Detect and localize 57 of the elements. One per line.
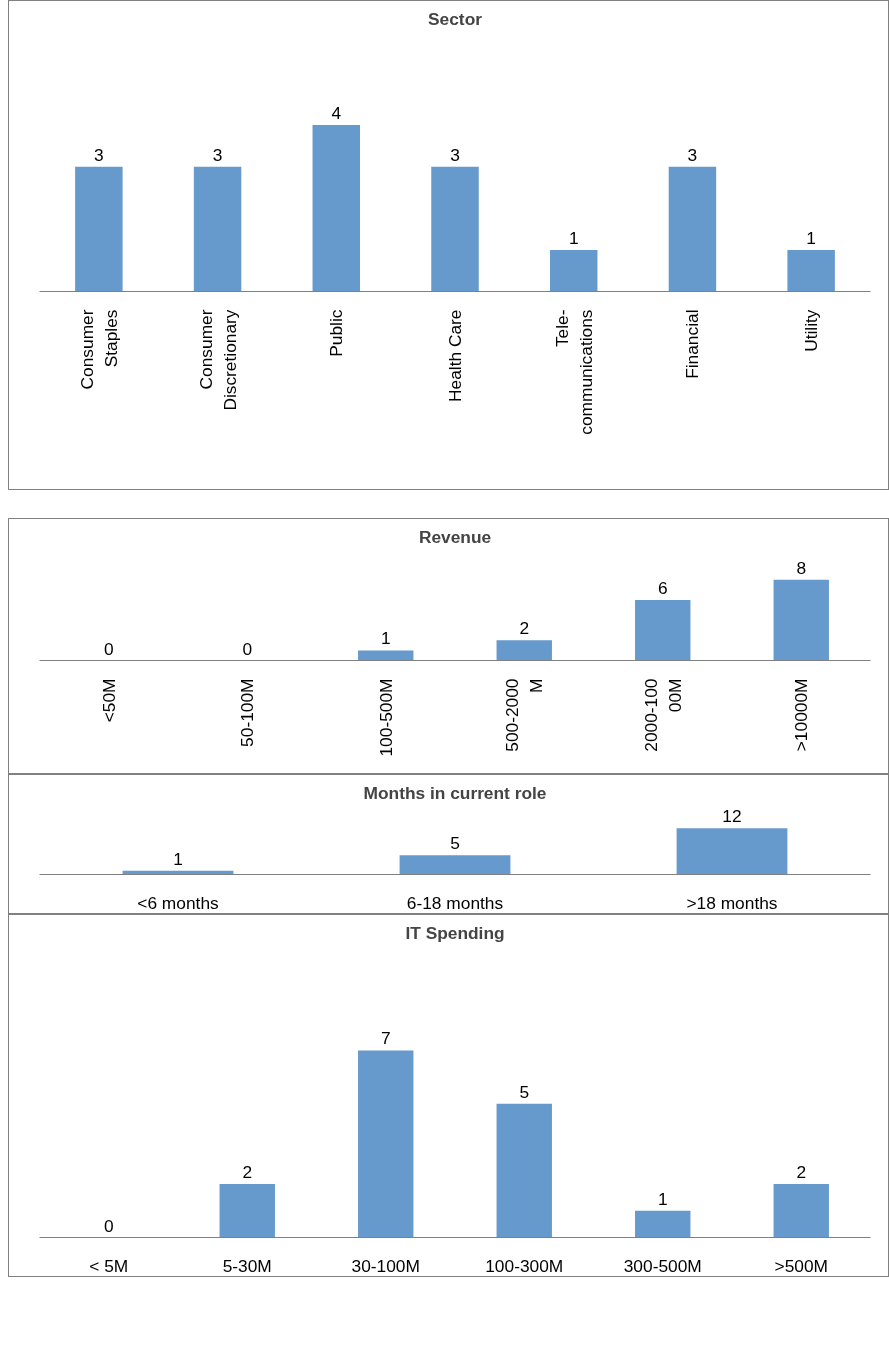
data-label: 1 [657,1188,668,1209]
chart-title: IT Spending [405,922,505,943]
data-label: 5 [519,1081,530,1102]
x-tick-label: Consumer Staples [76,309,121,390]
data-label: 4 [331,103,342,124]
chart-title: Sector [428,8,483,29]
bar [219,1184,275,1238]
data-label: 1 [806,227,816,248]
chart-title: Revenue [418,526,492,547]
data-label: 0 [242,638,253,659]
x-tick-label: Health Care [445,309,465,402]
x-tick-label: >10000M [791,678,812,752]
x-tick-label: 300-500M [623,1255,702,1276]
data-label: 1 [173,848,183,869]
data-label: 8 [796,557,807,578]
data-label: 2 [242,1162,253,1183]
data-label: 3 [450,144,460,165]
bar [358,1050,414,1238]
x-tick-label: 5-30M [222,1255,272,1276]
data-label: 3 [94,144,104,165]
x-tick-label: 2000-10000M [640,678,685,752]
x-tick-label: 100-300M [485,1255,564,1276]
data-label: 5 [450,833,460,854]
bar [496,640,552,661]
data-label: 2 [796,1162,807,1183]
data-label: 1 [568,227,579,248]
bar [496,1103,552,1238]
x-tick-label: < 5M [89,1255,129,1276]
x-tick-label: 100-500M [375,678,396,757]
data-label: 3 [212,144,223,165]
x-tick-label: <6 months [137,892,220,913]
x-tick-label: Public [326,309,347,357]
data-label: 0 [103,638,114,659]
chart-title: Months in current role [363,782,547,803]
x-tick-label: 30-100M [351,1255,420,1276]
x-tick-label: <50M [98,678,119,723]
x-tick-label: Consumer Discretionary [195,309,240,411]
data-label: 6 [657,577,668,598]
data-label: 3 [687,144,698,165]
data-label: 2 [519,618,530,639]
data-label: 7 [380,1028,391,1049]
x-tick-label: 500-2000M [502,678,547,752]
bar [358,650,414,661]
x-tick-label: Financial [682,309,703,379]
bar [773,579,829,661]
x-tick-label: >18 months [686,892,778,913]
data-label: 1 [380,628,391,649]
data-label: 0 [103,1215,114,1236]
bar [773,1184,829,1238]
x-tick-label: 50-100M [237,678,258,747]
x-tick-label: 6-18 months [406,892,504,913]
x-tick-label: Tele-communications [551,309,596,435]
x-tick-label: Utility [801,309,822,352]
data-label: 12 [722,806,742,827]
bar [635,599,691,661]
x-tick-label: >500M [774,1255,828,1276]
bar [635,1210,691,1238]
